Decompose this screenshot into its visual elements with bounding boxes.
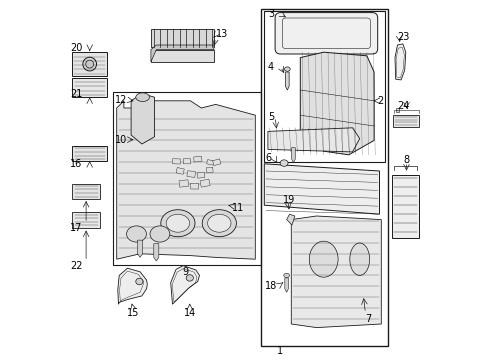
Bar (179, 181, 190, 189)
Bar (190, 183, 199, 190)
Text: 3: 3 (267, 9, 273, 19)
Text: 18: 18 (265, 281, 277, 291)
Polygon shape (291, 216, 381, 328)
Polygon shape (285, 72, 288, 90)
Ellipse shape (309, 241, 337, 277)
Polygon shape (394, 44, 405, 80)
Text: 17: 17 (70, 223, 82, 233)
Text: 22: 22 (70, 261, 82, 271)
Ellipse shape (150, 226, 169, 242)
Bar (172, 159, 181, 165)
Text: 13: 13 (215, 29, 227, 39)
Ellipse shape (136, 93, 149, 102)
Ellipse shape (82, 57, 96, 71)
Polygon shape (300, 52, 373, 155)
Text: 19: 19 (283, 195, 295, 205)
Text: 14: 14 (183, 308, 196, 318)
Polygon shape (151, 45, 213, 62)
Text: 11: 11 (231, 203, 244, 213)
Bar (260, 9, 387, 346)
Ellipse shape (283, 273, 289, 278)
Bar (200, 180, 210, 187)
Text: 2: 2 (376, 96, 383, 106)
Text: 9: 9 (182, 267, 188, 277)
Bar (183, 159, 191, 165)
Text: 24: 24 (396, 101, 408, 111)
Ellipse shape (202, 210, 236, 237)
Text: 1: 1 (277, 346, 283, 356)
Ellipse shape (136, 278, 142, 285)
Text: 20: 20 (70, 42, 82, 53)
Polygon shape (118, 268, 147, 304)
Bar (113, 92, 260, 265)
Bar (391, 175, 418, 238)
Text: 10: 10 (115, 135, 127, 145)
Ellipse shape (280, 160, 287, 166)
Polygon shape (117, 101, 255, 259)
Bar (72, 78, 107, 97)
Polygon shape (153, 244, 159, 261)
Bar (72, 212, 100, 228)
Bar (72, 146, 107, 161)
Bar (186, 170, 194, 176)
Polygon shape (131, 94, 154, 144)
Ellipse shape (126, 226, 146, 242)
Ellipse shape (284, 67, 289, 71)
Bar (72, 52, 107, 76)
Bar (72, 184, 100, 199)
Text: 21: 21 (70, 89, 82, 99)
Bar (151, 29, 213, 47)
Bar (194, 157, 203, 164)
Bar (206, 167, 213, 173)
Polygon shape (137, 240, 142, 257)
Bar (206, 159, 213, 165)
Bar (151, 50, 213, 62)
Bar (213, 161, 221, 166)
Polygon shape (286, 214, 294, 225)
Polygon shape (284, 278, 288, 292)
Text: 8: 8 (403, 155, 409, 165)
Ellipse shape (166, 214, 189, 232)
Polygon shape (267, 128, 359, 152)
Bar (264, 11, 384, 162)
Bar (176, 167, 183, 174)
Polygon shape (264, 164, 379, 214)
Text: 5: 5 (267, 112, 274, 122)
Bar (197, 173, 205, 179)
Ellipse shape (207, 214, 230, 232)
Text: 12: 12 (115, 95, 127, 105)
Ellipse shape (161, 210, 195, 237)
Polygon shape (291, 148, 295, 163)
Text: 15: 15 (126, 308, 139, 318)
Text: 7: 7 (365, 314, 370, 324)
Polygon shape (395, 108, 398, 112)
Text: 16: 16 (70, 159, 82, 169)
Ellipse shape (349, 243, 369, 275)
Text: 6: 6 (265, 153, 271, 163)
Polygon shape (170, 266, 199, 304)
Ellipse shape (186, 275, 193, 281)
Bar (392, 115, 418, 127)
Ellipse shape (85, 60, 94, 68)
Text: 23: 23 (396, 32, 408, 42)
Text: 4: 4 (267, 62, 273, 72)
FancyBboxPatch shape (275, 13, 377, 54)
